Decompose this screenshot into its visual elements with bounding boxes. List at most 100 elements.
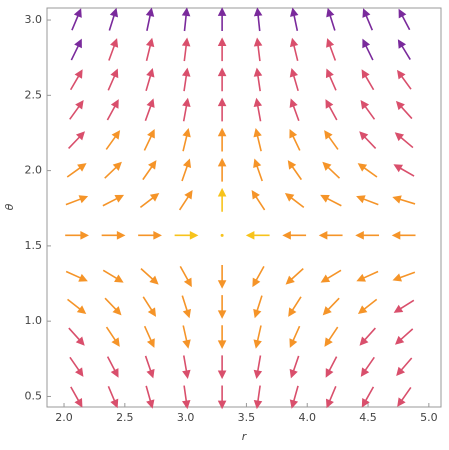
vector-arrow: [253, 385, 263, 410]
vector-arrow: [145, 67, 155, 92]
vector-arrow: [253, 37, 263, 62]
vector-arrow: [181, 67, 191, 92]
vector-arrow: [217, 295, 227, 319]
vector-arrow: [282, 231, 307, 240]
vector-arrow: [71, 8, 82, 31]
vector-arrow: [357, 163, 378, 178]
vector-arrow: [217, 157, 227, 182]
vector-arrow: [66, 163, 87, 178]
vector-arrow: [289, 355, 300, 379]
vector-arrow: [144, 355, 155, 379]
vector-arrow: [105, 130, 121, 150]
vector-arrow: [104, 297, 122, 316]
vector-arrow: [361, 386, 375, 408]
vector-arrow: [360, 356, 375, 377]
vector-arrow: [65, 231, 89, 240]
vector-arrow: [106, 99, 119, 121]
y-tick-label: 1.5: [25, 239, 43, 252]
vector-arrow: [181, 385, 191, 410]
x-tick-label: 5.0: [420, 411, 438, 424]
vector-arrow: [325, 68, 337, 91]
vector-arrow: [356, 195, 379, 206]
vector-arrow: [217, 187, 227, 212]
x-tick-label: 2.0: [55, 411, 73, 424]
vector-arrow: [102, 269, 124, 283]
vector-arrow: [107, 386, 119, 409]
vector-arrow: [145, 37, 155, 62]
vector-arrow: [397, 39, 411, 60]
vector-arrow: [253, 325, 262, 349]
vector-arrow: [290, 7, 299, 31]
vector-arrow: [396, 69, 412, 90]
vector-arrow: [325, 356, 338, 378]
vector-arrow: [217, 67, 227, 92]
vector-arrow: [69, 69, 83, 91]
x-tick-label: 4.0: [298, 411, 316, 424]
vector-arrow: [138, 231, 162, 240]
y-tick-label: 2.0: [25, 164, 43, 177]
vector-arrow: [320, 194, 342, 207]
vector-arrow: [217, 97, 227, 122]
vector-arrow: [217, 127, 227, 152]
vector-arrow: [108, 7, 119, 31]
vector-arrow: [395, 100, 413, 120]
vector-arrow: [102, 194, 125, 207]
vector-arrow: [392, 195, 416, 205]
vector-arrow: [324, 326, 339, 347]
vector-arrow: [357, 298, 378, 315]
vector-arrow: [252, 266, 265, 288]
vector-arrow: [393, 164, 415, 177]
vector-arrow: [179, 266, 192, 288]
vector-arrow: [217, 355, 227, 380]
vector-arrow: [253, 7, 263, 32]
vector-arrow: [140, 268, 159, 285]
vector-arrow: [178, 190, 193, 211]
vector-arrow: [397, 386, 412, 407]
vector-arrow: [68, 131, 86, 150]
vector-arrow: [285, 268, 304, 285]
vector-arrow: [253, 128, 262, 152]
vector-arrow: [359, 327, 376, 346]
vector-arrow: [182, 355, 191, 379]
vector-arrow: [217, 325, 227, 350]
vector-arrow: [361, 69, 375, 91]
vector-arrow: [217, 265, 227, 289]
vector-arrow: [396, 357, 413, 377]
vector-arrow: [104, 161, 122, 179]
vector-arrow: [143, 128, 155, 151]
vector-arrow: [289, 128, 301, 151]
vector-arrow: [69, 356, 84, 377]
vector-arrow: [393, 299, 415, 313]
vector-arrow: [322, 161, 341, 179]
x-tick-label: 3.5: [238, 411, 256, 424]
vector-arrow: [251, 190, 266, 211]
vector-arrow: [65, 270, 88, 282]
vector-arrow: [253, 97, 263, 122]
vector-arrow: [106, 356, 119, 378]
vector-arrow: [318, 231, 343, 240]
vector-arrow: [289, 37, 299, 62]
vector-arrow: [326, 38, 337, 61]
vector-arrow: [217, 385, 227, 410]
vector-arrow: [143, 325, 155, 348]
vector-arrow: [289, 325, 301, 348]
vector-arrow: [70, 38, 82, 61]
vector-arrow: [253, 67, 263, 92]
vector-arrow: [145, 7, 155, 31]
vector-arrow: [181, 295, 191, 319]
vector-arrow: [182, 325, 191, 349]
y-axis-label: θ: [3, 203, 16, 210]
vector-arrow: [324, 130, 339, 150]
vector-arrow: [253, 295, 263, 319]
vector-arrow: [139, 192, 160, 209]
vector-arrow: [322, 297, 340, 316]
vector-arrow: [174, 231, 199, 240]
vector-arrow: [105, 326, 120, 347]
x-axis-label: r: [242, 430, 248, 443]
vector-arrow: [145, 385, 155, 409]
vector-arrow: [391, 231, 416, 240]
vector-arrow: [182, 128, 191, 152]
vector-arrow: [355, 231, 380, 240]
vector-arrow: [362, 38, 374, 61]
y-tick-label: 1.0: [25, 314, 43, 327]
